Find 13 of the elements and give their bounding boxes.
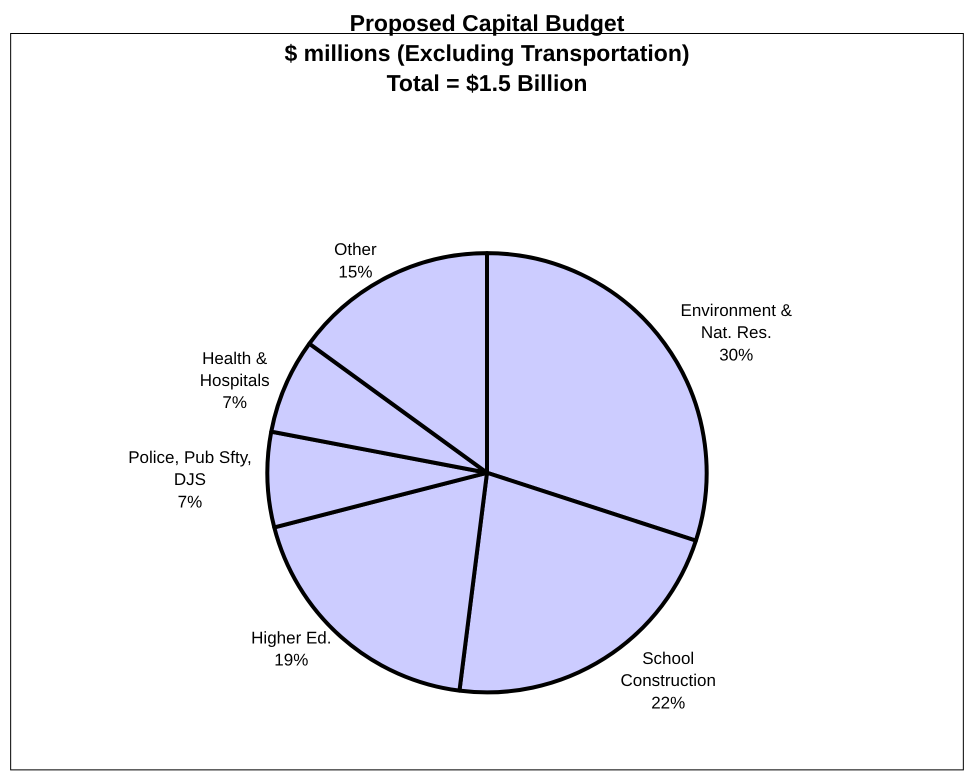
slice-label: Police, Pub Sfty, DJS: [128, 448, 252, 490]
data-label: 19%: [274, 650, 308, 670]
data-label: 15%: [338, 262, 372, 282]
data-label: 7%: [222, 393, 247, 412]
slice-label: Environment & Nat. Res.: [680, 301, 793, 342]
slice-label: Health & Hospitals: [200, 348, 270, 390]
chart-title: Proposed Capital Budget $ millions (Excluding Transportation) Total = $1.5 Billion: [284, 10, 690, 96]
data-label: 7%: [178, 492, 202, 512]
data-label: 22%: [651, 693, 686, 712]
slice-label: Higher Ed.: [251, 628, 332, 648]
slice-label: Other: [334, 240, 378, 260]
slice-label: School Construction: [620, 649, 716, 690]
data-label: 30%: [719, 345, 754, 364]
